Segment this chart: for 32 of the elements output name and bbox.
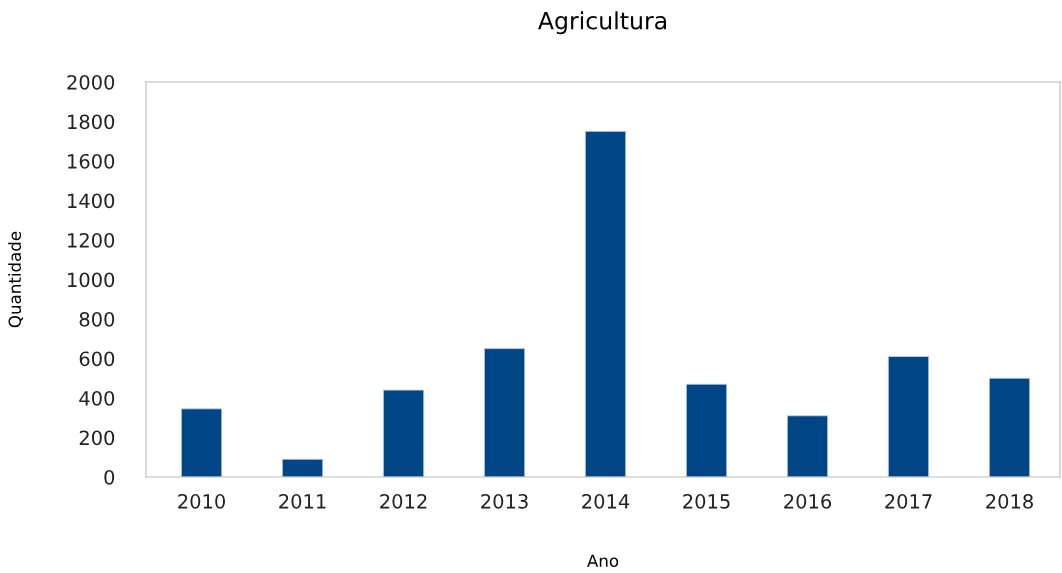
bar [180,408,223,477]
bar [786,415,829,477]
x-tick-label: 2015 [683,494,730,509]
x-tick-label: 2016 [784,494,832,509]
bar [887,356,930,477]
y-axis-title: Quantidade [8,231,23,328]
x-tick-label: 2010 [178,494,225,509]
y-tick-label: 1000 [68,272,115,288]
bar [988,377,1031,477]
y-tick-label: 400 [79,390,115,406]
bar [685,383,728,477]
bar [584,130,627,477]
chart-title: Agricultura [538,11,667,35]
x-tick-label: 2011 [279,494,326,509]
x-tick-label: 2012 [380,494,427,509]
y-tick-label: 1600 [68,153,115,169]
bar [281,458,324,477]
y-tick-label: 1200 [68,232,115,248]
x-axis-title: Ano [587,554,619,568]
x-tick-label: 2018 [986,494,1033,509]
x-tick-label: 2014 [582,494,630,509]
y-tick-label: 1400 [68,193,115,209]
y-tick-label: 0 [104,469,115,485]
x-tick-label: 2017 [885,494,932,509]
y-tick-label: 800 [79,311,115,327]
x-tick-label: 2013 [481,494,528,509]
bar [382,389,425,477]
y-tick-label: 1800 [68,114,115,130]
bar [483,348,526,477]
y-tick-label: 600 [79,351,115,367]
y-tick-label: 200 [79,430,115,446]
y-tick-label: 2000 [67,74,115,90]
